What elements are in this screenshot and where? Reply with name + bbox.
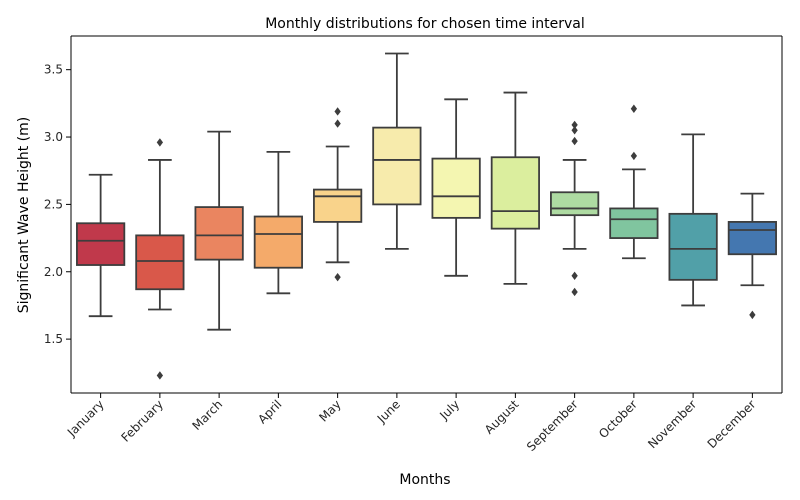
chart-title: Monthly distributions for chosen time in… — [265, 16, 585, 32]
box-may — [313, 107, 363, 282]
y-tick-label: 2.5 — [44, 197, 63, 211]
y-axis-title: Significant Wave Height (m) — [16, 117, 32, 314]
iqr-box — [727, 221, 777, 256]
box-january — [76, 173, 126, 318]
iqr-box — [668, 212, 718, 281]
outlier-point — [156, 371, 164, 380]
box-february — [135, 138, 185, 380]
outlier-point — [334, 107, 341, 116]
box-june — [372, 52, 422, 250]
x-axis-title: Months — [399, 472, 450, 488]
outlier-point — [571, 271, 578, 280]
iqr-box — [253, 215, 303, 269]
outlier-point — [630, 104, 638, 113]
y-tick-label: 2.0 — [44, 265, 63, 279]
box-august — [490, 91, 540, 285]
box-september — [550, 120, 600, 297]
box-december — [727, 192, 777, 320]
box-march — [194, 130, 244, 331]
iqr-box — [76, 222, 126, 266]
iqr-box — [431, 157, 481, 219]
box-april — [253, 150, 303, 295]
iqr-box — [194, 206, 244, 261]
outlier-point — [749, 310, 756, 320]
outlier-point — [334, 119, 341, 128]
outlier-point — [156, 138, 164, 147]
outlier-point — [571, 120, 578, 130]
plot-area — [76, 52, 777, 380]
box-november — [668, 133, 718, 307]
outlier-point — [571, 287, 578, 297]
box-july — [431, 98, 481, 277]
iqr-box — [550, 191, 600, 217]
outlier-point — [571, 126, 578, 135]
iqr-box — [372, 126, 422, 206]
y-tick-label: 3.0 — [44, 130, 63, 144]
iqr-box — [135, 234, 185, 291]
outlier-point — [334, 272, 341, 282]
y-tick-label: 1.5 — [44, 332, 63, 346]
iqr-box — [313, 188, 363, 223]
box-october — [609, 104, 659, 260]
y-tick-label: 3.5 — [44, 63, 63, 77]
outlier-point — [571, 136, 578, 146]
outlier-point — [630, 151, 638, 161]
iqr-box — [609, 207, 659, 239]
iqr-box — [490, 156, 540, 230]
